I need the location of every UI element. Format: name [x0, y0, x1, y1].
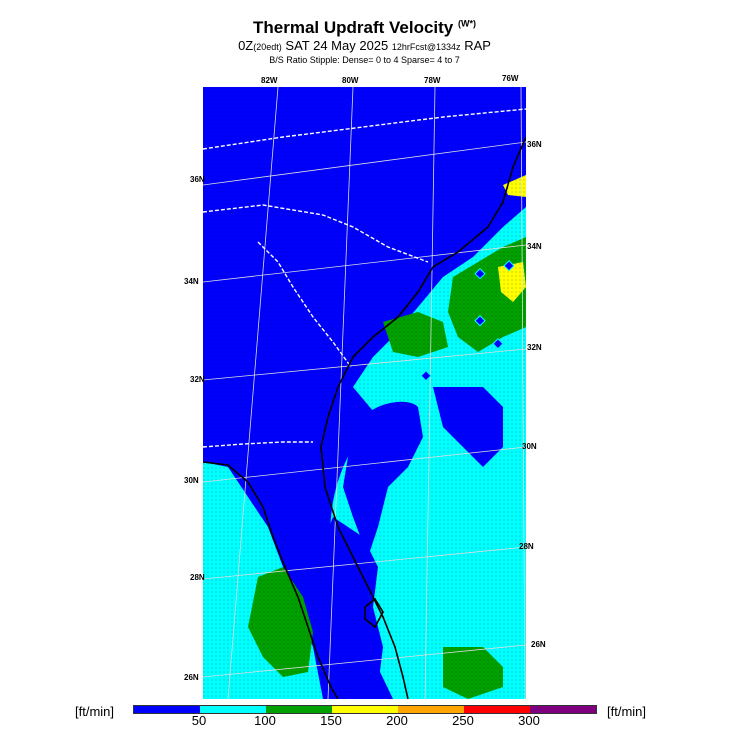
border-nc-sc	[203, 204, 429, 263]
subtitle-local-time: (20edt)	[253, 42, 282, 52]
subtitle-model: RAP	[464, 38, 491, 53]
meridian-80w	[327, 87, 354, 699]
stipple-overlay-dense	[203, 87, 526, 699]
subtitle-forecast: 12hrFcst@1334z	[391, 42, 461, 52]
parallel-28n	[203, 546, 526, 580]
subtitle-date: SAT 24 May 2025	[285, 38, 389, 53]
graticule	[203, 87, 526, 699]
lat-label-right-36n: 36N	[527, 140, 542, 149]
cell-marker	[492, 338, 504, 350]
legend-swatch	[398, 706, 464, 713]
lat-label-left-34n: 34N	[184, 277, 199, 286]
cell-marker	[474, 315, 486, 327]
coastline-atlantic	[320, 136, 526, 699]
coastline-gulf	[203, 461, 339, 699]
legend-tick-label: 300	[518, 713, 540, 728]
border-sc-ga	[257, 241, 352, 368]
lon-label-80w: 80W	[342, 76, 359, 85]
lat-label-left-36n: 36N	[190, 175, 205, 184]
lon-label-78w: 78W	[424, 76, 441, 85]
lat-label-left-32n: 32N	[190, 375, 205, 384]
meridian-76w	[520, 87, 526, 699]
parallel-26n	[203, 644, 526, 678]
legend-swatch	[332, 706, 398, 713]
border-ga-fl	[203, 441, 313, 448]
legend-tick-label: 50	[191, 713, 207, 728]
legend-unit-right: [ft/min]	[607, 704, 647, 719]
cell-marker	[420, 370, 432, 382]
cell-marker	[503, 260, 515, 272]
meridian-82w	[227, 87, 279, 699]
cell-marker	[474, 268, 486, 280]
legend-unit-left: [ft/min]	[75, 704, 115, 719]
map-panel	[203, 87, 526, 699]
cell-markers	[420, 260, 515, 382]
legend-swatch	[134, 706, 200, 713]
legend-swatch	[266, 706, 332, 713]
lat-label-left-26n: 26N	[184, 673, 199, 682]
coastline	[203, 136, 526, 699]
lat-label-right-30n: 30N	[522, 442, 537, 451]
title-units: (W*)	[458, 18, 476, 29]
stipple-note: B/S Ratio Stipple: Dense= 0 to 4 Sparse=…	[269, 55, 460, 65]
legend-tick-label: 150	[320, 713, 342, 728]
parallel-34n	[203, 244, 526, 283]
lon-label-82w: 82W	[261, 76, 278, 85]
chart-title: Thermal Updraft Velocity (W*)	[0, 18, 729, 38]
meridian-78w	[424, 87, 436, 699]
legend-swatch	[464, 706, 530, 713]
lat-label-right-26n: 26N	[531, 640, 546, 649]
parallel-32n	[203, 348, 526, 381]
legend-color-bar	[133, 705, 597, 714]
legend-tick-label: 250	[452, 713, 474, 728]
lat-label-left-30n: 30N	[184, 476, 199, 485]
lat-label-right-28n: 28N	[519, 542, 534, 551]
lake-okeechobee	[364, 597, 384, 629]
subtitle-prefix: 0Z	[238, 38, 254, 53]
legend-swatch	[530, 706, 596, 713]
legend-tick-label: 200	[386, 713, 408, 728]
parallel-30n	[203, 446, 526, 483]
lon-label-76w: 76W	[502, 74, 519, 83]
lat-label-right-32n: 32N	[527, 343, 542, 352]
forecast-subtitle: 0Z(20edt) SAT 24 May 2025 12hrFcst@1334z…	[0, 38, 729, 53]
legend-swatch	[200, 706, 266, 713]
state-borders	[203, 108, 526, 448]
legend-tick-label: 100	[254, 713, 276, 728]
title-main: Thermal Updraft Velocity	[252, 18, 454, 37]
lat-label-right-34n: 34N	[527, 242, 542, 251]
lat-label-left-28n: 28N	[190, 573, 205, 582]
parallel-36n	[203, 141, 526, 186]
